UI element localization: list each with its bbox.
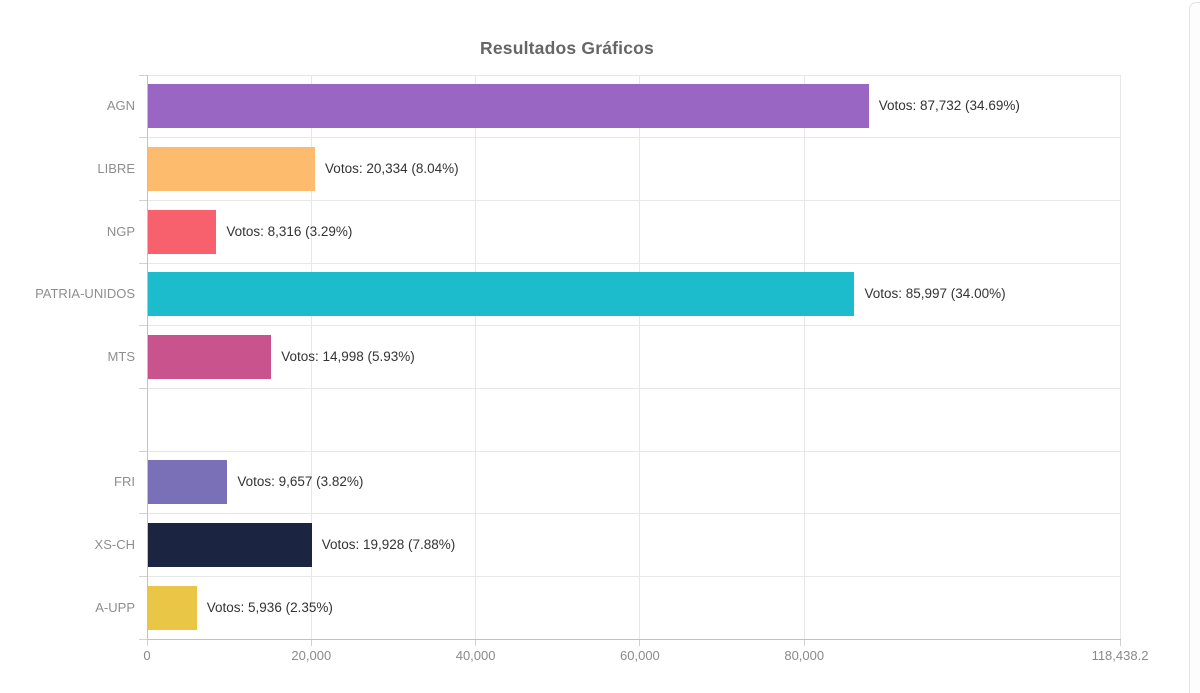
- gridline: [147, 262, 1120, 264]
- bar-LIBRE[interactable]: [148, 147, 316, 191]
- gridline: [310, 75, 312, 639]
- y-axis-tick: [139, 262, 147, 264]
- gridline: [147, 325, 1120, 327]
- gridline: [147, 199, 1120, 201]
- gridline: [147, 74, 1120, 76]
- results-chart: Resultados Gráficos 0 20,000 40,000 60,000 8…: [35, 2, 1200, 693]
- bar-FRI[interactable]: [148, 460, 228, 505]
- gridline: [147, 513, 1120, 515]
- gridline: [147, 450, 1120, 452]
- x-tick-label: 40,000: [455, 648, 496, 663]
- bar-XS-CH[interactable]: [148, 523, 312, 567]
- vertical-scrollbar[interactable]: [1189, 2, 1200, 693]
- bar-AGN[interactable]: [148, 84, 869, 129]
- bar-PATRIA-UNIDOS[interactable]: [148, 272, 855, 317]
- y-axis-line: [147, 75, 148, 646]
- category-label: AGN: [106, 98, 135, 114]
- x-tick-label: 0: [143, 648, 151, 663]
- x-axis-tick: [639, 640, 641, 646]
- x-axis-tick: [475, 640, 477, 646]
- y-axis-tick: [139, 199, 147, 201]
- gridline: [1119, 75, 1121, 639]
- gridline: [475, 75, 477, 639]
- plot-area: [147, 74, 1121, 639]
- x-tick-label: 20,000: [291, 648, 332, 663]
- x-axis-tick: [146, 640, 148, 646]
- y-axis-tick: [139, 137, 147, 139]
- x-axis-line: [139, 639, 1121, 640]
- x-axis-tick: [803, 640, 805, 646]
- value-label: Votos: 85,997 (34.00%): [864, 286, 1006, 302]
- gridline: [147, 387, 1120, 389]
- y-axis-tick: [139, 325, 147, 327]
- bar-MTS[interactable]: [148, 335, 272, 379]
- value-label: Votos: 9,657 (3.82%): [237, 474, 364, 490]
- gridline: [639, 75, 641, 639]
- bar-A-UPP[interactable]: [148, 585, 197, 630]
- chart-title: Resultados Gráficos: [480, 38, 654, 58]
- category-label: NGP: [106, 223, 135, 239]
- value-label: Votos: 5,936 (2.35%): [206, 599, 333, 615]
- category-label: A-UPP: [95, 599, 135, 615]
- y-axis-tick: [139, 513, 147, 515]
- value-label: Votos: 19,928 (7.88%): [321, 537, 456, 552]
- category-label: FRI: [114, 474, 135, 490]
- x-tick-label: 118,438.2: [1091, 648, 1149, 663]
- value-label: Votos: 14,998 (5.93%): [281, 349, 415, 364]
- x-axis-tick: [1119, 640, 1121, 646]
- value-label: Votos: 20,334 (8.04%): [325, 161, 459, 176]
- bar-NGP[interactable]: [148, 209, 217, 254]
- y-axis-tick: [139, 638, 147, 640]
- y-axis-tick: [139, 575, 147, 577]
- x-tick-label: 80,000: [784, 648, 825, 663]
- y-axis-tick: [139, 387, 147, 389]
- category-label: XS-CH: [94, 537, 135, 552]
- value-label: Votos: 8,316 (3.29%): [226, 223, 353, 239]
- category-label: LIBRE: [97, 161, 135, 176]
- category-label: PATRIA-UNIDOS: [35, 286, 135, 302]
- value-label: Votos: 87,732 (34.69%): [878, 98, 1020, 114]
- y-axis-tick: [139, 450, 147, 452]
- gridline: [803, 75, 805, 639]
- y-axis-tick: [139, 74, 147, 76]
- category-label: MTS: [107, 349, 135, 364]
- x-tick-label: 60,000: [620, 648, 660, 663]
- gridline: [147, 575, 1120, 577]
- gridline: [147, 137, 1120, 139]
- x-axis-tick: [310, 640, 312, 646]
